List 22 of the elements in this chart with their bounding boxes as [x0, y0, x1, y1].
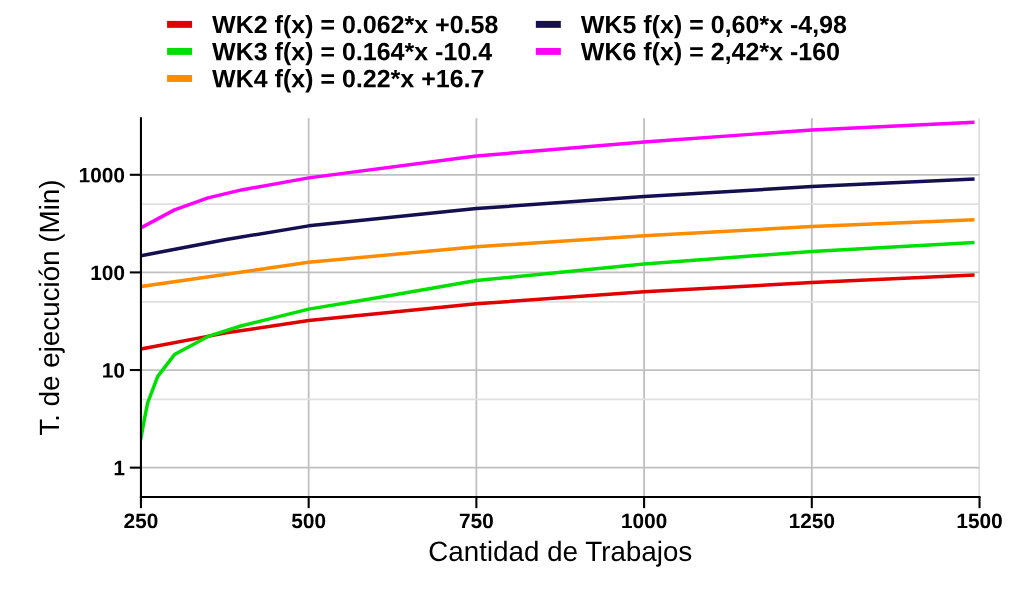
x-axis-title: Cantidad de Trabajos [429, 540, 692, 567]
line-series [140, 120, 975, 230]
legend-label: WK3 f(x) = 0.164*x -10.4 [212, 42, 492, 66]
legend-label: WK2 f(x) = 0.062*x +0.58 [212, 15, 498, 39]
legend-label: WK6 f(x) = 2,42*x -160 [580, 42, 839, 66]
x-tick-label: 1000 [622, 513, 667, 529]
y-tick-label: 1 [114, 460, 125, 476]
x-tick-label: 1500 [957, 513, 1002, 529]
line-series [140, 240, 975, 440]
x-tick-label: 500 [291, 513, 326, 529]
x-tick-label: 1250 [789, 513, 835, 529]
line-series [140, 218, 975, 289]
line-series [140, 273, 975, 351]
legend-label: WK4 f(x) = 0.22*x +16.7 [212, 69, 484, 93]
y-tick-label: 1000 [79, 167, 125, 183]
y-tick-label: 100 [91, 265, 125, 281]
y-tick-label: 10 [103, 363, 125, 378]
line-series [140, 177, 975, 258]
legend-label: WK5 f(x) = 0,60*x -4,98 [580, 15, 847, 39]
x-tick-label: 250 [124, 513, 158, 529]
y-axis-title: T. de ejecución (Min) [38, 181, 65, 436]
x-tick-label: 750 [459, 513, 493, 529]
